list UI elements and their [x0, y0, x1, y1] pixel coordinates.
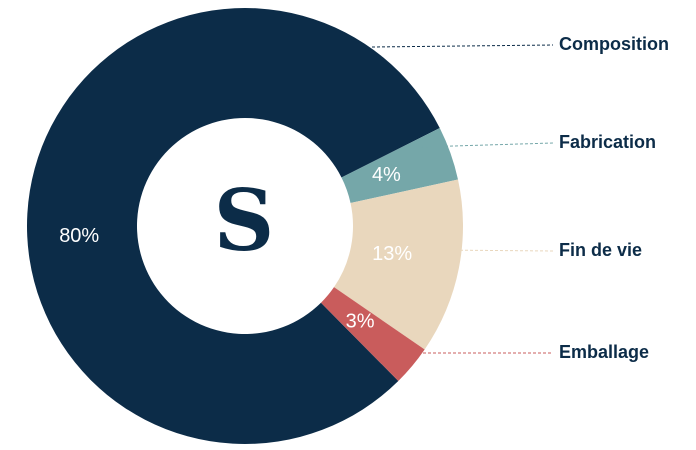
legend-label: Fabrication: [559, 132, 656, 152]
center-logo: S: [214, 171, 275, 270]
donut-slice: [26, 7, 440, 444]
donut-slice: [341, 128, 458, 203]
legend-label: Emballage: [559, 342, 649, 362]
slice-label: 80%: [59, 225, 99, 247]
leader-line: [419, 142, 554, 148]
slice-label: 13%: [372, 243, 412, 265]
legend-label: Composition: [559, 34, 669, 54]
donut-slice: [334, 179, 463, 350]
slice-label: 4%: [372, 164, 401, 186]
legend-label: Fin de vie: [559, 240, 642, 260]
slice-label: 3%: [346, 310, 375, 332]
donut-slice: [320, 287, 425, 381]
leader-line: [371, 44, 554, 48]
